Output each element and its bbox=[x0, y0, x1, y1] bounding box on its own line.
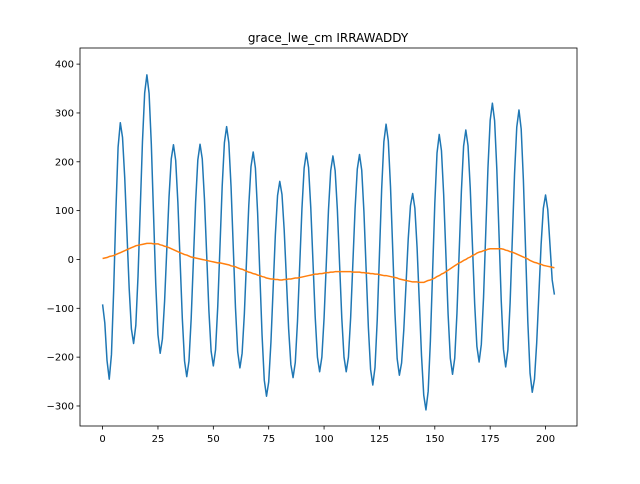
y-tick-label: 200 bbox=[55, 157, 74, 168]
plot-frame bbox=[79, 47, 578, 427]
x-tick-label: 100 bbox=[315, 434, 334, 445]
y-tick-label: 300 bbox=[55, 108, 74, 119]
y-tick-label: 100 bbox=[55, 206, 74, 217]
x-tick-label: 50 bbox=[207, 434, 220, 445]
x-tick-label: 150 bbox=[425, 434, 444, 445]
y-tick-label: −200 bbox=[47, 353, 74, 364]
x-tick-label: 75 bbox=[262, 434, 275, 445]
line-series bbox=[101, 74, 556, 411]
x-tick-label: 200 bbox=[536, 434, 555, 445]
y-tick-label: 0 bbox=[68, 255, 74, 266]
x-tick-label: 25 bbox=[152, 434, 165, 445]
y-tick-label: 400 bbox=[55, 60, 74, 71]
y-tick-label: −300 bbox=[47, 401, 74, 412]
x-tick-label: 0 bbox=[99, 434, 105, 445]
x-tick-label: 175 bbox=[481, 434, 500, 445]
line-series bbox=[102, 242, 555, 284]
y-tick-label: −100 bbox=[47, 304, 74, 315]
x-tick-label: 125 bbox=[370, 434, 389, 445]
chart-title: grace_lwe_cm IRRAWADDY bbox=[248, 31, 409, 45]
